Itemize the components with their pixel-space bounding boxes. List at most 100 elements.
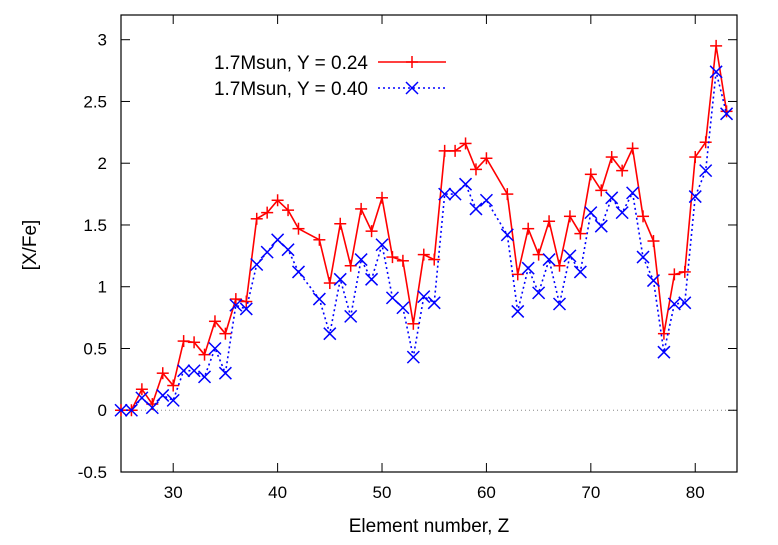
series-1-point — [407, 317, 420, 330]
series-2-point — [281, 243, 295, 257]
x-tick-label: 70 — [581, 483, 600, 502]
series-2-point — [385, 291, 399, 305]
x-tick-label: 30 — [164, 483, 183, 502]
y-tick-label: 3 — [98, 31, 107, 50]
series-1-point — [501, 188, 514, 201]
series-2-point — [427, 296, 441, 310]
series-1-point — [710, 39, 723, 52]
series-2-point — [636, 250, 650, 264]
legend: 1.7Msun, Y = 0.24 1.7Msun, Y = 0.40 — [214, 53, 446, 100]
series-1-point — [459, 137, 472, 150]
series-2-point — [552, 297, 567, 311]
series-1-point — [699, 136, 712, 149]
series-2-point — [438, 187, 452, 201]
series-1-point — [386, 251, 399, 264]
series-1-point — [417, 248, 430, 261]
series-1-point — [282, 204, 295, 217]
series-2-point — [406, 350, 420, 364]
series-2-point — [417, 290, 431, 304]
series-2-point — [323, 327, 337, 341]
series-2-point — [594, 219, 608, 233]
series-1-point — [313, 233, 326, 246]
series-2-line — [121, 71, 728, 412]
series-2-point — [177, 364, 191, 378]
series-2-point — [657, 345, 671, 359]
series-1-point — [229, 293, 242, 306]
series-2-point — [291, 265, 306, 279]
series-1-point — [167, 379, 180, 392]
series-1-point — [156, 367, 169, 380]
series-1-point — [188, 336, 201, 349]
series-2-point — [114, 403, 128, 417]
series-2-point — [166, 393, 180, 407]
series-1-point — [355, 202, 368, 215]
x-tick-label: 40 — [268, 483, 287, 502]
series-1-point — [261, 206, 274, 219]
series-1-point — [334, 217, 347, 230]
series-2-point — [271, 233, 285, 247]
series-1-point — [449, 144, 462, 157]
series-2-point — [720, 107, 734, 121]
series-1-point — [720, 105, 733, 118]
series-1-point — [469, 163, 482, 176]
plot-frame — [120, 14, 738, 473]
series-1-point — [553, 259, 566, 272]
series-1-point — [584, 168, 597, 181]
series-1-point — [344, 259, 357, 272]
series-2-point — [532, 286, 546, 300]
series-1-point — [438, 144, 451, 157]
legend-marker-1 — [406, 56, 418, 68]
series-1-point — [198, 348, 211, 361]
series-2-point — [563, 249, 577, 263]
series-2-point — [667, 297, 681, 311]
series-1-point — [219, 327, 232, 340]
y-tick-label: 1 — [98, 278, 107, 297]
y-tick-label: 0 — [98, 401, 107, 420]
x-axis-title: Element number, Z — [349, 516, 510, 537]
series-1-point — [480, 152, 493, 165]
series-2-point — [678, 296, 692, 310]
series-1-point — [647, 235, 660, 248]
series-2-point — [605, 191, 619, 205]
series-2-point — [615, 206, 629, 220]
series-1-point — [208, 315, 221, 328]
series-2-point — [365, 272, 379, 286]
series-1-point — [323, 277, 336, 290]
y-tick-label: 0.5 — [83, 339, 107, 358]
series-2-point — [187, 364, 201, 378]
series-2-point — [145, 401, 159, 415]
series-1-point — [365, 225, 378, 238]
series-1-point — [250, 212, 263, 225]
series-2-point — [260, 245, 274, 259]
series-2-point — [626, 186, 640, 200]
series-1-point — [574, 227, 587, 240]
series-1-point — [511, 268, 524, 281]
series-2-point — [448, 187, 462, 201]
series-2-point — [354, 253, 368, 267]
series-1-point — [428, 253, 441, 266]
series-2-point — [218, 366, 232, 380]
series-2-point — [333, 272, 347, 286]
series-2-point — [250, 257, 264, 272]
series-1-point — [522, 222, 535, 235]
series-2-point — [542, 253, 556, 267]
legend-marker-2 — [405, 81, 419, 95]
series-2-point — [135, 391, 149, 405]
series-2-point — [500, 228, 514, 242]
series-2-point — [124, 403, 138, 417]
series-1-point — [292, 222, 305, 235]
series-1-point — [135, 383, 148, 396]
series-2-point — [197, 370, 212, 384]
series-1-point — [678, 265, 691, 278]
series-2-point — [459, 177, 473, 191]
series-2-point — [511, 304, 525, 318]
series-1-point — [376, 191, 389, 204]
series-1-point — [532, 248, 545, 261]
y-tick-label: -0.5 — [78, 463, 107, 482]
x-tick-label: 80 — [686, 483, 705, 502]
series-1-point — [689, 151, 702, 164]
series-2-point — [573, 265, 587, 279]
x-tick-label: 60 — [477, 483, 496, 502]
series-1-point — [396, 254, 409, 267]
series-1-point — [605, 151, 618, 164]
